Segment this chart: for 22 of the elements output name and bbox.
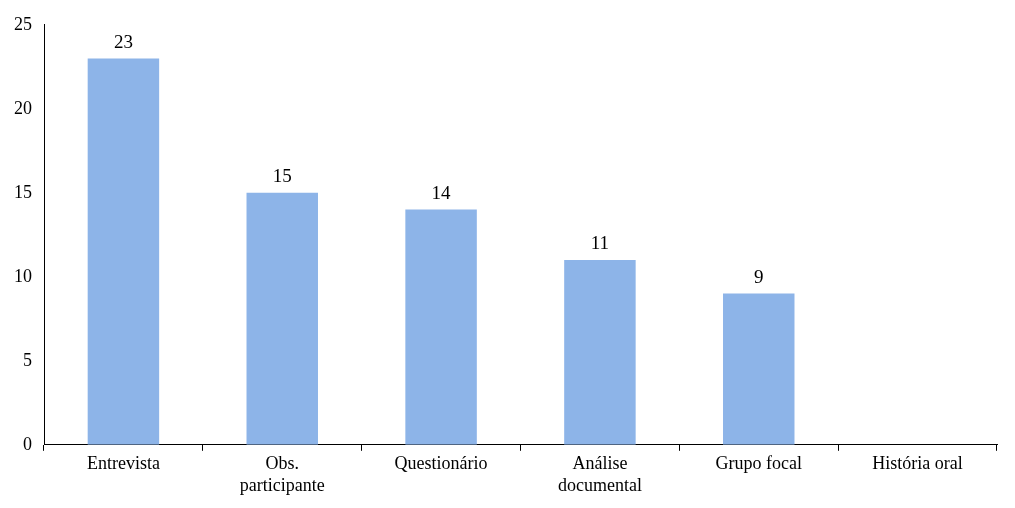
x-tick-label: Análise documental	[557, 453, 642, 495]
y-tick-label: 10	[14, 265, 32, 286]
data-label: 14	[431, 182, 452, 204]
y-tick-label: 20	[14, 97, 32, 118]
y-tick-label: 25	[14, 13, 32, 34]
data-label: 11	[590, 232, 610, 254]
x-tick-label: Questionário	[394, 453, 488, 474]
bar	[87, 58, 160, 445]
data-label: 23	[113, 30, 133, 52]
x-tick-label: História oral	[872, 453, 963, 474]
y-tick-label: 5	[23, 349, 32, 370]
data-label: 9	[754, 266, 764, 288]
x-tick-label: Grupo focal	[715, 453, 802, 474]
x-tick-label: Entrevista	[86, 453, 160, 474]
data-label: 15	[272, 165, 292, 187]
bar	[405, 209, 477, 445]
y-tick-label: 15	[14, 181, 32, 202]
x-tick-label: Obs. participante	[239, 453, 325, 495]
bar	[246, 192, 318, 445]
bar	[723, 293, 795, 445]
bar	[564, 260, 636, 445]
y-tick-label: 0	[23, 433, 32, 454]
